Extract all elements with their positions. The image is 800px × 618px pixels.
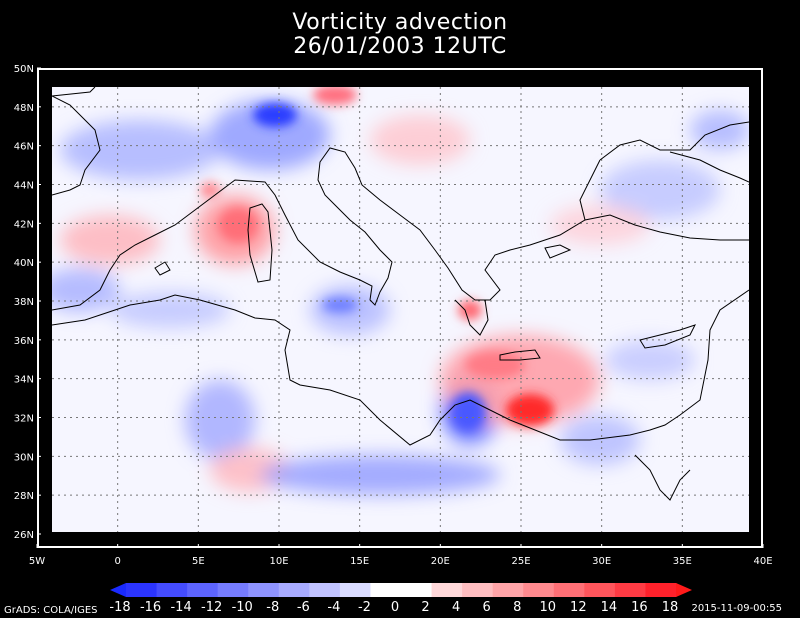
y-tick-label: 28N: [14, 491, 34, 502]
y-tick-label: 46N: [14, 142, 34, 153]
footer-timestamp: 2015-11-09-00:55: [691, 603, 782, 614]
colorbar-segment: [401, 583, 433, 597]
colorbar-label: 18: [662, 600, 679, 615]
x-tick-label: 10E: [269, 556, 288, 567]
colorbar-segment: [187, 583, 219, 597]
x-tick-label: 30E: [592, 556, 611, 567]
colorbar-label: 2: [421, 600, 429, 615]
colorbar-label: -16: [140, 600, 161, 615]
colorbar-segment: [614, 583, 646, 597]
colorbar-label: -4: [327, 600, 340, 615]
colorbar-label: 14: [601, 600, 618, 615]
y-tick-label: 36N: [14, 336, 34, 347]
y-tick-label: 34N: [14, 375, 34, 386]
colorbar-label: 4: [452, 600, 460, 615]
colorbar-label: 12: [570, 600, 587, 615]
colorbar-label: 0: [391, 600, 399, 615]
colorbar-segment: [523, 583, 555, 597]
y-tick-label: 40N: [14, 258, 34, 269]
y-tick-label: 30N: [14, 452, 34, 463]
y-tick-label: 42N: [14, 219, 34, 230]
colorbar: [110, 583, 692, 597]
colorbar-label: -14: [170, 600, 191, 615]
colorbar-segment: [584, 583, 616, 597]
colorbar-label: -8: [266, 600, 279, 615]
colorbar-label: -6: [297, 600, 310, 615]
colorbar-arrow-right: [676, 583, 692, 597]
colorbar-label: -18: [109, 600, 130, 615]
x-tick-label: 35E: [673, 556, 692, 567]
x-tick-label: 20E: [431, 556, 450, 567]
vorticity-field: [52, 87, 749, 495]
colorbar-segment: [645, 583, 677, 597]
coastlines: [52, 87, 749, 501]
colorbar-segment: [370, 583, 402, 597]
y-tick-label: 38N: [14, 297, 34, 308]
colorbar-segment: [217, 583, 249, 597]
colorbar-segment: [462, 583, 494, 597]
x-tick-label: 0: [114, 556, 120, 567]
colorbar-segment: [156, 583, 188, 597]
map-title: Vorticity advection: [292, 10, 508, 35]
colorbar-segment: [278, 583, 310, 597]
y-tick-label: 50N: [14, 64, 34, 75]
x-tick-label: 5W: [29, 556, 45, 567]
x-tick-label: 15E: [350, 556, 369, 567]
y-tick-label: 26N: [14, 530, 34, 541]
colorbar-label: 10: [540, 600, 557, 615]
colorbar-segment: [309, 583, 341, 597]
colorbar-segment: [339, 583, 371, 597]
colorbar-label: 6: [483, 600, 491, 615]
colorbar-segment: [248, 583, 280, 597]
colorbar-arrow-left: [110, 583, 126, 597]
colorbar-segment: [553, 583, 585, 597]
y-tick-label: 48N: [14, 103, 34, 114]
colorbar-segment: [126, 583, 158, 597]
colorbar-segment: [431, 583, 463, 597]
colorbar-label: 8: [513, 600, 521, 615]
footer-credit: GrADS: COLA/IGES: [4, 605, 98, 616]
colorbar-label: 16: [631, 600, 648, 615]
colorbar-segment: [492, 583, 524, 597]
colorbar-label: -12: [201, 600, 222, 615]
colorbar-label: -10: [232, 600, 253, 615]
x-tick-label: 5E: [192, 556, 205, 567]
x-tick-label: 40E: [753, 556, 772, 567]
x-tick-label: 25E: [511, 556, 530, 567]
colorbar-label: -2: [358, 600, 371, 615]
y-tick-label: 32N: [14, 414, 34, 425]
y-tick-label: 44N: [14, 181, 34, 192]
map-subtitle: 26/01/2003 12UTC: [293, 34, 507, 59]
